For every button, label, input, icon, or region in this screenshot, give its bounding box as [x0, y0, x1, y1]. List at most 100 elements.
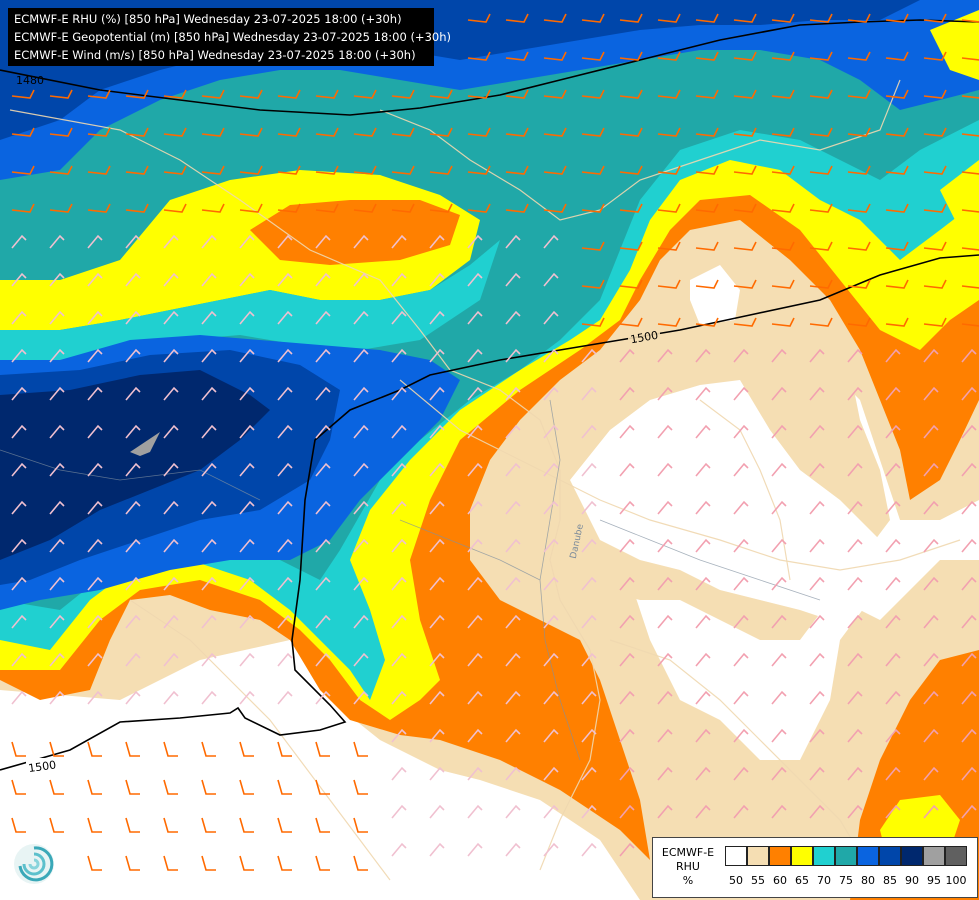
wind-barb — [885, 690, 901, 705]
wind-barb — [467, 766, 483, 781]
wind-barb — [885, 728, 901, 743]
wind-barb — [923, 89, 947, 99]
wind-barb — [353, 576, 369, 591]
wind-barb — [11, 310, 27, 325]
wind-barb — [923, 766, 939, 781]
wind-barb — [923, 728, 939, 743]
wind-barb — [581, 165, 605, 175]
wind-barb — [543, 165, 567, 175]
wind-barb — [353, 690, 369, 705]
legend-swatch — [813, 846, 835, 866]
wind-barb — [619, 127, 643, 137]
wind-barb — [239, 817, 254, 833]
legend-tick: 70 — [817, 874, 831, 887]
wind-barb — [277, 614, 293, 629]
wind-barb — [315, 310, 331, 325]
wind-barb — [87, 234, 103, 249]
wind-barb — [885, 165, 909, 175]
legend-swatch — [835, 846, 857, 866]
wind-barb — [125, 855, 140, 871]
wind-barb — [733, 804, 749, 819]
wind-barb — [505, 51, 529, 61]
wind-barb — [163, 348, 179, 363]
wind-barb — [695, 241, 719, 251]
wind-barb — [809, 127, 833, 137]
wind-barb — [847, 652, 863, 667]
wind-barb — [733, 576, 749, 591]
wind-barb — [315, 741, 330, 757]
wind-barb — [809, 690, 825, 705]
wind-barb — [581, 728, 597, 743]
wind-barb — [315, 500, 331, 515]
wind-barb — [11, 817, 26, 833]
wind-barb — [11, 779, 26, 795]
wind-barb — [125, 272, 141, 287]
wind-barb — [771, 690, 787, 705]
wind-barb — [505, 842, 521, 857]
wind-barb — [391, 500, 407, 515]
wind-barb — [429, 89, 453, 99]
wind-barb — [277, 538, 293, 553]
wind-barb — [961, 348, 977, 363]
wind-barb — [771, 241, 795, 251]
wind-barb — [619, 576, 635, 591]
wind-barb — [163, 855, 178, 871]
wind-barb — [505, 500, 521, 515]
wind-barb — [353, 741, 368, 757]
wind-barb — [505, 538, 521, 553]
wind-barb — [163, 203, 187, 213]
wind-barb — [429, 842, 445, 857]
wind-barb — [543, 842, 559, 857]
wind-barb — [695, 804, 711, 819]
wind-barb — [11, 165, 35, 175]
wind-barb — [277, 386, 293, 401]
wind-barb — [695, 576, 711, 591]
wind-barb — [505, 89, 529, 99]
wind-barb — [201, 741, 216, 757]
wind-barb — [847, 279, 871, 289]
wind-barb — [961, 209, 979, 213]
wind-barb — [961, 614, 977, 629]
wind-barb — [847, 728, 863, 743]
wind-barb — [353, 89, 377, 99]
wind-barb — [49, 614, 65, 629]
wind-barb — [657, 766, 673, 781]
wind-barb — [163, 310, 179, 325]
wind-barb — [467, 614, 483, 629]
wind-barb — [695, 203, 719, 213]
wind-barb — [429, 386, 445, 401]
wind-barb — [315, 855, 330, 871]
wind-barb — [11, 386, 27, 401]
wind-barb — [201, 855, 216, 871]
wind-barb — [695, 386, 711, 401]
wind-barb — [619, 241, 643, 251]
wind-barb — [201, 614, 217, 629]
wind-barb — [657, 317, 681, 327]
wind-barb — [163, 538, 179, 553]
logo-icon — [14, 844, 54, 884]
wind-barb — [163, 741, 178, 757]
wind-barb — [315, 817, 330, 833]
wind-barb — [923, 424, 939, 439]
wind-barb — [619, 348, 635, 363]
wind-barb — [543, 652, 559, 667]
wind-barb — [619, 203, 643, 213]
wind-barb — [391, 424, 407, 439]
wind-barb — [429, 576, 445, 591]
wind-barb — [809, 462, 825, 477]
wind-barb — [391, 804, 407, 819]
legend-swatch — [725, 846, 747, 866]
wind-barb — [467, 310, 483, 325]
wind-barb — [315, 424, 331, 439]
wind-barb — [315, 272, 331, 287]
wind-barb — [695, 51, 719, 61]
wind-barb — [581, 241, 605, 251]
wind-barb — [961, 247, 979, 251]
wind-barb — [657, 127, 681, 137]
wind-barb — [391, 165, 415, 175]
wind-barb — [771, 652, 787, 667]
wind-barb — [809, 203, 833, 213]
wind-barb — [847, 89, 871, 99]
wind-barb — [619, 614, 635, 629]
wind-barb — [277, 817, 292, 833]
